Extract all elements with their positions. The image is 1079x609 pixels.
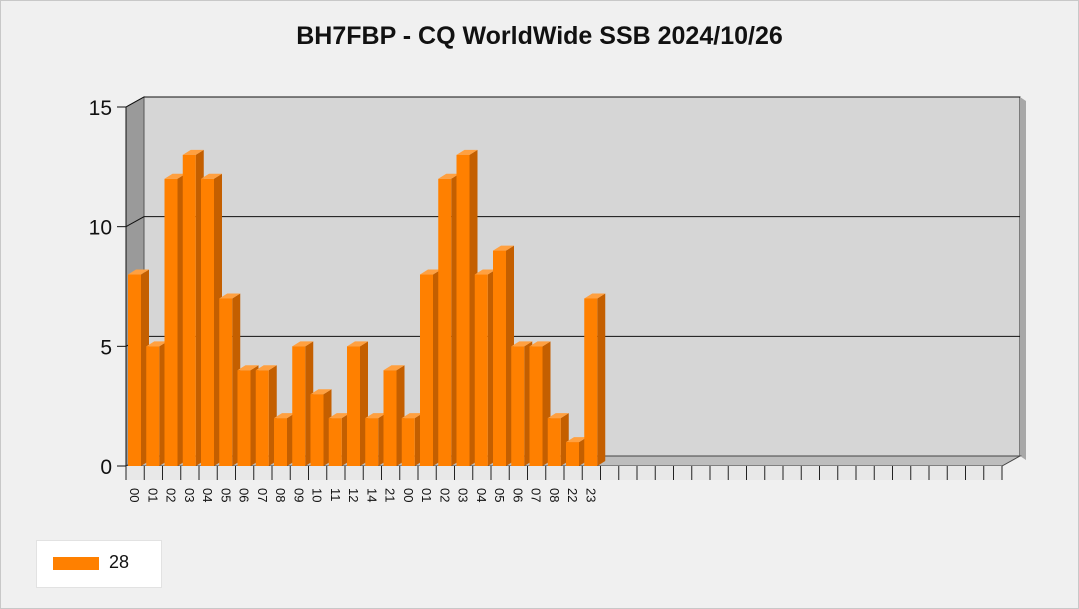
bar xyxy=(438,178,452,467)
bar-side xyxy=(597,293,606,466)
bar xyxy=(420,274,433,466)
legend: 28 xyxy=(36,540,162,588)
x-tick-label: 05 xyxy=(492,488,507,502)
x-tick-label: 21 xyxy=(383,488,398,502)
x-tick-label: 07 xyxy=(255,488,270,502)
bar xyxy=(310,394,324,466)
x-tick-label: 00 xyxy=(401,488,416,502)
x-tick-label: 00 xyxy=(127,488,142,502)
bar xyxy=(584,298,598,466)
bar xyxy=(182,154,196,466)
y-tick-label: 5 xyxy=(100,336,112,359)
x-tick-label: 05 xyxy=(218,488,233,502)
bar xyxy=(547,418,561,466)
bar xyxy=(383,370,397,466)
x-tick-label: 01 xyxy=(419,488,434,502)
bar-top xyxy=(128,269,149,275)
bar-top xyxy=(456,149,478,155)
bar-top xyxy=(584,293,606,299)
bar xyxy=(474,274,488,466)
x-tick-label: 12 xyxy=(346,488,361,502)
x-tick-label: 06 xyxy=(510,488,525,502)
bar-top xyxy=(274,413,295,419)
bar xyxy=(529,346,543,466)
bar-top xyxy=(182,149,204,155)
bar-top xyxy=(420,269,441,275)
bar-top xyxy=(566,437,587,443)
x-tick-label: 08 xyxy=(273,488,288,502)
gridline xyxy=(125,216,1020,228)
bar-top xyxy=(511,341,533,347)
x-tick-label: 23 xyxy=(583,488,598,502)
x-tick-label: 01 xyxy=(145,488,160,502)
y-tick-label: 10 xyxy=(89,217,112,240)
bar-top xyxy=(347,341,368,347)
bar-top xyxy=(383,365,405,371)
bar-top xyxy=(219,293,241,299)
x-tick-label: 14 xyxy=(364,488,379,502)
bar xyxy=(255,370,269,466)
x-tick-label: 04 xyxy=(200,488,215,502)
bar-top xyxy=(547,413,569,419)
x-tick-label: 02 xyxy=(164,488,179,502)
bar xyxy=(365,418,379,466)
bar xyxy=(401,418,415,466)
x-tick-label: 06 xyxy=(237,488,252,502)
bar-top xyxy=(164,173,186,179)
bar xyxy=(146,346,160,466)
bar-top xyxy=(310,389,332,395)
bar xyxy=(493,250,506,466)
bar xyxy=(511,346,525,466)
bar xyxy=(237,370,251,466)
bar xyxy=(201,178,214,467)
bar-top xyxy=(237,365,259,371)
bar-top xyxy=(529,341,551,347)
bar-top xyxy=(146,341,168,347)
x-tick-label: 09 xyxy=(291,488,306,502)
bar-top xyxy=(493,245,514,251)
x-tick-label: 04 xyxy=(474,488,489,502)
bar xyxy=(128,274,141,466)
bar xyxy=(292,346,306,466)
bar-top xyxy=(401,413,423,419)
y-tick-label: 0 xyxy=(100,456,112,479)
legend-swatch xyxy=(53,557,99,570)
x-tick-label: 07 xyxy=(529,488,544,502)
x-tick-label: 22 xyxy=(565,488,580,502)
x-tick-label: 03 xyxy=(456,488,471,502)
chart-title: BH7FBP - CQ WorldWide SSB 2024/10/26 xyxy=(296,22,783,50)
plot-right-edge xyxy=(1020,97,1026,460)
bar-top xyxy=(201,173,222,179)
bar-top xyxy=(365,413,387,419)
bar xyxy=(274,418,287,466)
bar xyxy=(219,298,233,466)
bar-top xyxy=(474,269,496,275)
x-tick-label: 03 xyxy=(182,488,197,502)
legend-label: 28 xyxy=(109,552,130,572)
bar-top xyxy=(292,341,314,347)
bar xyxy=(347,346,360,466)
bar xyxy=(456,154,470,466)
bar-top xyxy=(438,173,460,179)
bar xyxy=(328,418,342,466)
gridline xyxy=(125,96,1020,108)
bar xyxy=(566,442,579,466)
x-tick-label: 10 xyxy=(310,488,325,502)
y-tick-label: 15 xyxy=(89,97,112,120)
bar-top xyxy=(328,413,350,419)
bar xyxy=(164,178,178,467)
x-tick-label: 02 xyxy=(437,488,452,502)
bar-top xyxy=(255,365,277,371)
x-tick-label: 08 xyxy=(547,488,562,502)
x-tick-label: 11 xyxy=(328,488,343,502)
